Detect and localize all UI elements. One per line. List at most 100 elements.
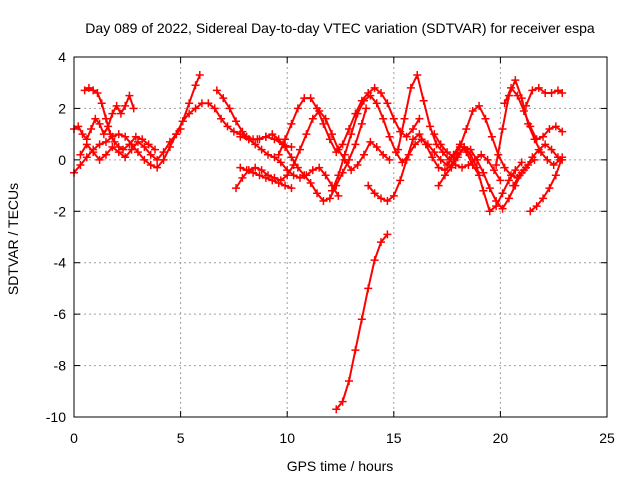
data-point — [302, 171, 311, 180]
data-point — [313, 189, 322, 198]
data-point — [419, 96, 428, 105]
data-point — [389, 114, 398, 123]
data-point — [436, 140, 445, 149]
series-sat-l — [332, 230, 392, 414]
y-tick-labels: -10 -8 -6 -4 -2 0 2 4 — [46, 49, 66, 425]
data-point — [443, 148, 452, 157]
data-point — [377, 238, 386, 247]
series-sat-c — [80, 83, 160, 154]
data-point — [485, 207, 494, 216]
data-point — [426, 122, 435, 131]
data-point — [321, 171, 330, 180]
data-point — [475, 101, 484, 110]
data-point — [321, 114, 330, 123]
data-point — [364, 181, 373, 190]
data-point — [274, 150, 283, 159]
data-point — [379, 114, 388, 123]
data-point — [232, 117, 241, 126]
data-point — [517, 158, 526, 167]
data-point — [217, 114, 226, 123]
data-point — [519, 107, 528, 115]
data-point — [366, 137, 375, 146]
data-point — [91, 114, 100, 123]
data-point — [385, 132, 394, 141]
data-point — [253, 135, 262, 144]
data-point — [447, 163, 456, 172]
data-point — [74, 122, 83, 131]
data-point — [472, 163, 481, 172]
data-point — [351, 346, 360, 355]
data-point — [511, 166, 520, 175]
data-point — [408, 135, 417, 144]
data-point — [353, 109, 362, 118]
data-point — [159, 148, 168, 157]
data-point — [445, 155, 454, 164]
data-point — [146, 150, 155, 159]
data-point — [287, 153, 296, 162]
data-point — [521, 101, 530, 110]
data-point — [539, 194, 548, 203]
data-point — [511, 76, 520, 85]
data-point — [460, 143, 469, 151]
data-point — [408, 125, 417, 133]
data-point — [274, 179, 283, 187]
data-point — [89, 86, 98, 95]
data-point — [509, 181, 518, 190]
x-axis-label: GPS time / hours — [287, 458, 394, 474]
data-point — [238, 127, 247, 136]
data-point — [270, 153, 279, 162]
data-point — [468, 107, 477, 115]
data-point — [119, 145, 128, 154]
data-point — [366, 91, 375, 100]
data-point — [472, 155, 481, 164]
data-point — [153, 163, 162, 172]
data-point — [110, 137, 119, 146]
data-point — [551, 171, 560, 180]
data-point — [359, 96, 368, 105]
data-point — [547, 89, 556, 97]
data-point — [276, 158, 285, 167]
data-point — [532, 135, 541, 144]
y-tick-label: 4 — [58, 49, 66, 65]
x-tick-label: 15 — [386, 430, 402, 446]
x-tick-labels: 0 5 10 15 20 25 — [70, 430, 615, 446]
data-point — [191, 104, 200, 113]
data-point — [377, 89, 386, 97]
y-tick-label: -6 — [54, 306, 67, 322]
data-point — [430, 148, 439, 157]
data-point — [549, 161, 558, 169]
data-point — [464, 161, 473, 169]
x-tick-label: 5 — [177, 430, 185, 446]
data-point — [532, 202, 541, 211]
data-point — [78, 130, 87, 139]
data-point — [108, 109, 117, 118]
data-point — [400, 114, 409, 123]
data-point — [500, 163, 509, 172]
data-point — [264, 150, 273, 159]
data-point — [545, 125, 554, 133]
data-point — [287, 119, 296, 128]
data-point — [97, 99, 106, 108]
data-point — [87, 125, 96, 133]
data-point — [76, 161, 85, 169]
data-point — [458, 163, 467, 172]
data-point — [477, 150, 486, 159]
series-sat-s — [521, 83, 567, 110]
data-point — [287, 143, 296, 151]
data-point — [359, 150, 368, 159]
data-point — [434, 163, 443, 172]
data-point — [507, 83, 516, 92]
data-point — [396, 127, 405, 136]
data-point — [345, 377, 354, 385]
axis-ticks — [73, 56, 608, 418]
data-point — [138, 135, 147, 144]
data-point — [82, 140, 91, 149]
data-point — [394, 145, 403, 154]
data-point — [553, 86, 562, 95]
data-point — [402, 132, 411, 141]
data-point — [539, 132, 548, 141]
data-point — [498, 125, 507, 133]
series-sat-j — [274, 83, 424, 159]
x-tick-label: 10 — [279, 430, 295, 446]
